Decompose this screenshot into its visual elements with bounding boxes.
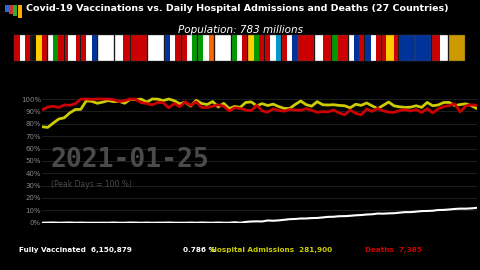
Text: Fully Vaccinated  6,150,879: Fully Vaccinated 6,150,879	[19, 247, 132, 253]
Text: 2021-01-25: 2021-01-25	[51, 147, 210, 173]
Text: 0.786 %: 0.786 %	[178, 247, 216, 253]
Text: Covid-19 Vaccinations vs. Daily Hospital Admissions and Deaths (27 Countries): Covid-19 Vaccinations vs. Daily Hospital…	[26, 4, 449, 13]
Text: Deaths  7,385: Deaths 7,385	[365, 247, 421, 253]
Text: Hospital Admissions  281,900: Hospital Admissions 281,900	[211, 247, 332, 253]
Text: (Peak Days = 100 %): (Peak Days = 100 %)	[51, 180, 132, 189]
Text: Population: 783 millions: Population: 783 millions	[178, 25, 302, 35]
